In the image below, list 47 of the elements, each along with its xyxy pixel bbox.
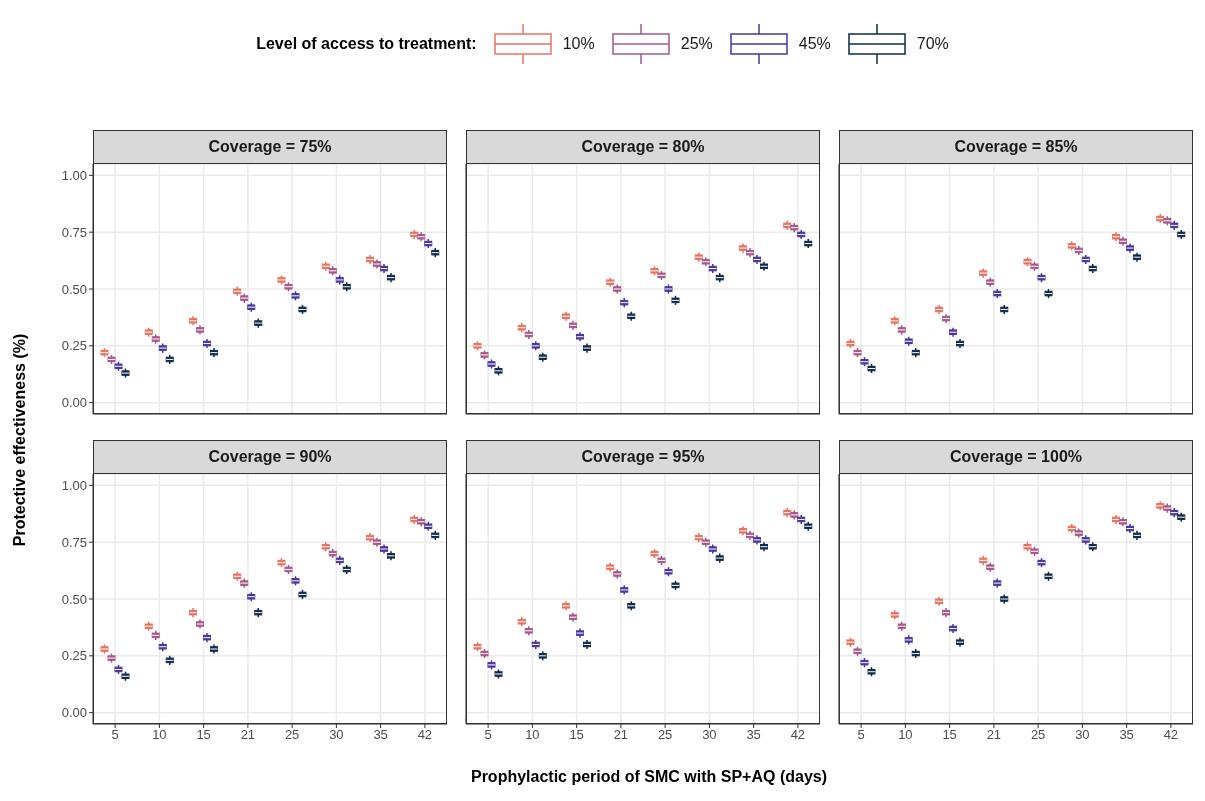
x-tick-label: 10 bbox=[898, 727, 913, 743]
x-tick-label: 5 bbox=[111, 727, 119, 743]
chart-title: Coverage = 90% bbox=[93, 440, 447, 474]
legend-label: 10% bbox=[562, 35, 595, 53]
x-tick-label: 15 bbox=[569, 727, 584, 743]
x-tick-label: 10 bbox=[525, 727, 540, 743]
y-tick-label: 0.75 bbox=[61, 224, 87, 240]
x-axis-title: Prophylactic period of SMC with SP+AQ (days) bbox=[469, 768, 829, 786]
x-tick-label: 21 bbox=[986, 727, 1002, 743]
x-tick-label: 35 bbox=[746, 727, 761, 743]
chart-title: Coverage = 100% bbox=[839, 440, 1193, 474]
x-tick-label: 42 bbox=[1163, 727, 1179, 743]
x-tick-label: 21 bbox=[613, 727, 629, 743]
x-tick-label: 25 bbox=[284, 727, 300, 743]
x-tick-label: 42 bbox=[790, 727, 806, 743]
chart-title: Coverage = 85% bbox=[839, 130, 1193, 164]
y-tick-label: 0.00 bbox=[61, 705, 87, 721]
y-axis-title: Protective effectiveness (%) bbox=[11, 333, 29, 547]
y-tick-label: 1.00 bbox=[61, 167, 87, 183]
y-tick-label: 0.75 bbox=[61, 534, 87, 550]
x-tick-label: 42 bbox=[417, 727, 433, 743]
x-tick-label: 25 bbox=[1030, 727, 1046, 743]
chart-title: Coverage = 95% bbox=[466, 440, 820, 474]
y-tick-label: 1.00 bbox=[61, 477, 87, 493]
x-tick-label: 10 bbox=[152, 727, 167, 743]
y-tick-label: 0.25 bbox=[61, 338, 87, 354]
x-tick-label: 15 bbox=[942, 727, 957, 743]
chart-title: Coverage = 80% bbox=[466, 130, 820, 164]
legend-title: Level of access to treatment: bbox=[256, 35, 477, 53]
y-tick-label: 0.50 bbox=[61, 591, 87, 607]
x-tick-label: 5 bbox=[857, 727, 865, 743]
x-tick-label: 30 bbox=[702, 727, 717, 743]
chart-title: Coverage = 75% bbox=[93, 130, 447, 164]
legend-label: 70% bbox=[916, 35, 949, 53]
x-tick-label: 35 bbox=[373, 727, 388, 743]
y-tick-label: 0.00 bbox=[61, 395, 87, 411]
x-tick-label: 30 bbox=[1075, 727, 1090, 743]
x-tick-label: 35 bbox=[1119, 727, 1134, 743]
y-tick-label: 0.25 bbox=[61, 648, 87, 664]
y-tick-label: 0.50 bbox=[61, 281, 87, 297]
legend-label: 45% bbox=[798, 35, 831, 53]
x-tick-label: 25 bbox=[657, 727, 673, 743]
x-tick-label: 30 bbox=[329, 727, 344, 743]
x-tick-label: 21 bbox=[240, 727, 256, 743]
x-tick-label: 15 bbox=[196, 727, 211, 743]
x-tick-label: 5 bbox=[484, 727, 492, 743]
legend-label: 25% bbox=[680, 35, 713, 53]
